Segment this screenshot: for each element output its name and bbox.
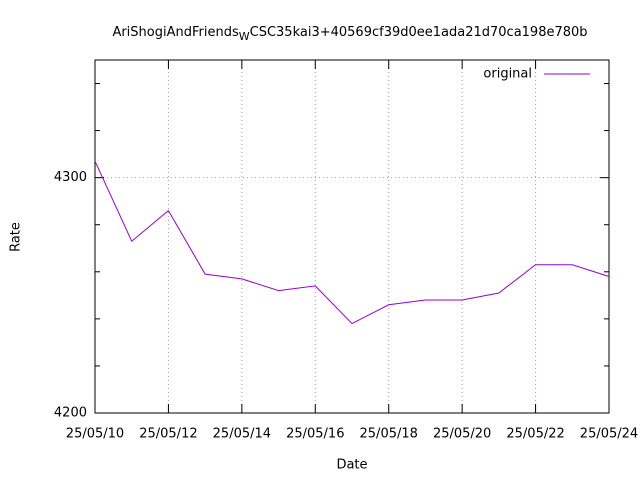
x-tick-label: 25/05/16 [286,427,344,442]
x-tick-label: 25/05/14 [213,427,271,442]
data-line [94,160,610,325]
title-part: AriShogiAndFriends [112,25,239,40]
chart-title: AriShogiAndFriendsWCSC35kai3+40569cf39d0… [112,25,587,44]
title-part: CSC35kai3+40569cf39d0ee1ada21d70ca198e78… [250,25,588,40]
x-tick-label: 25/05/20 [433,427,491,442]
x-tick-label: 25/05/10 [66,427,124,442]
title-subscript: W [239,30,250,43]
x-tick-label: 25/05/18 [360,427,418,442]
x-axis-label: Date [336,458,367,473]
x-tick-label: 25/05/12 [139,427,197,442]
y-tick-label: 4200 [54,406,87,421]
y-axis-label: Rate [9,222,24,252]
legend-label: original [483,67,532,82]
plot-border [94,59,610,414]
x-tick-label: 25/05/24 [580,427,638,442]
y-tick-label: 4300 [54,170,87,185]
x-tick-label: 25/05/22 [506,427,564,442]
